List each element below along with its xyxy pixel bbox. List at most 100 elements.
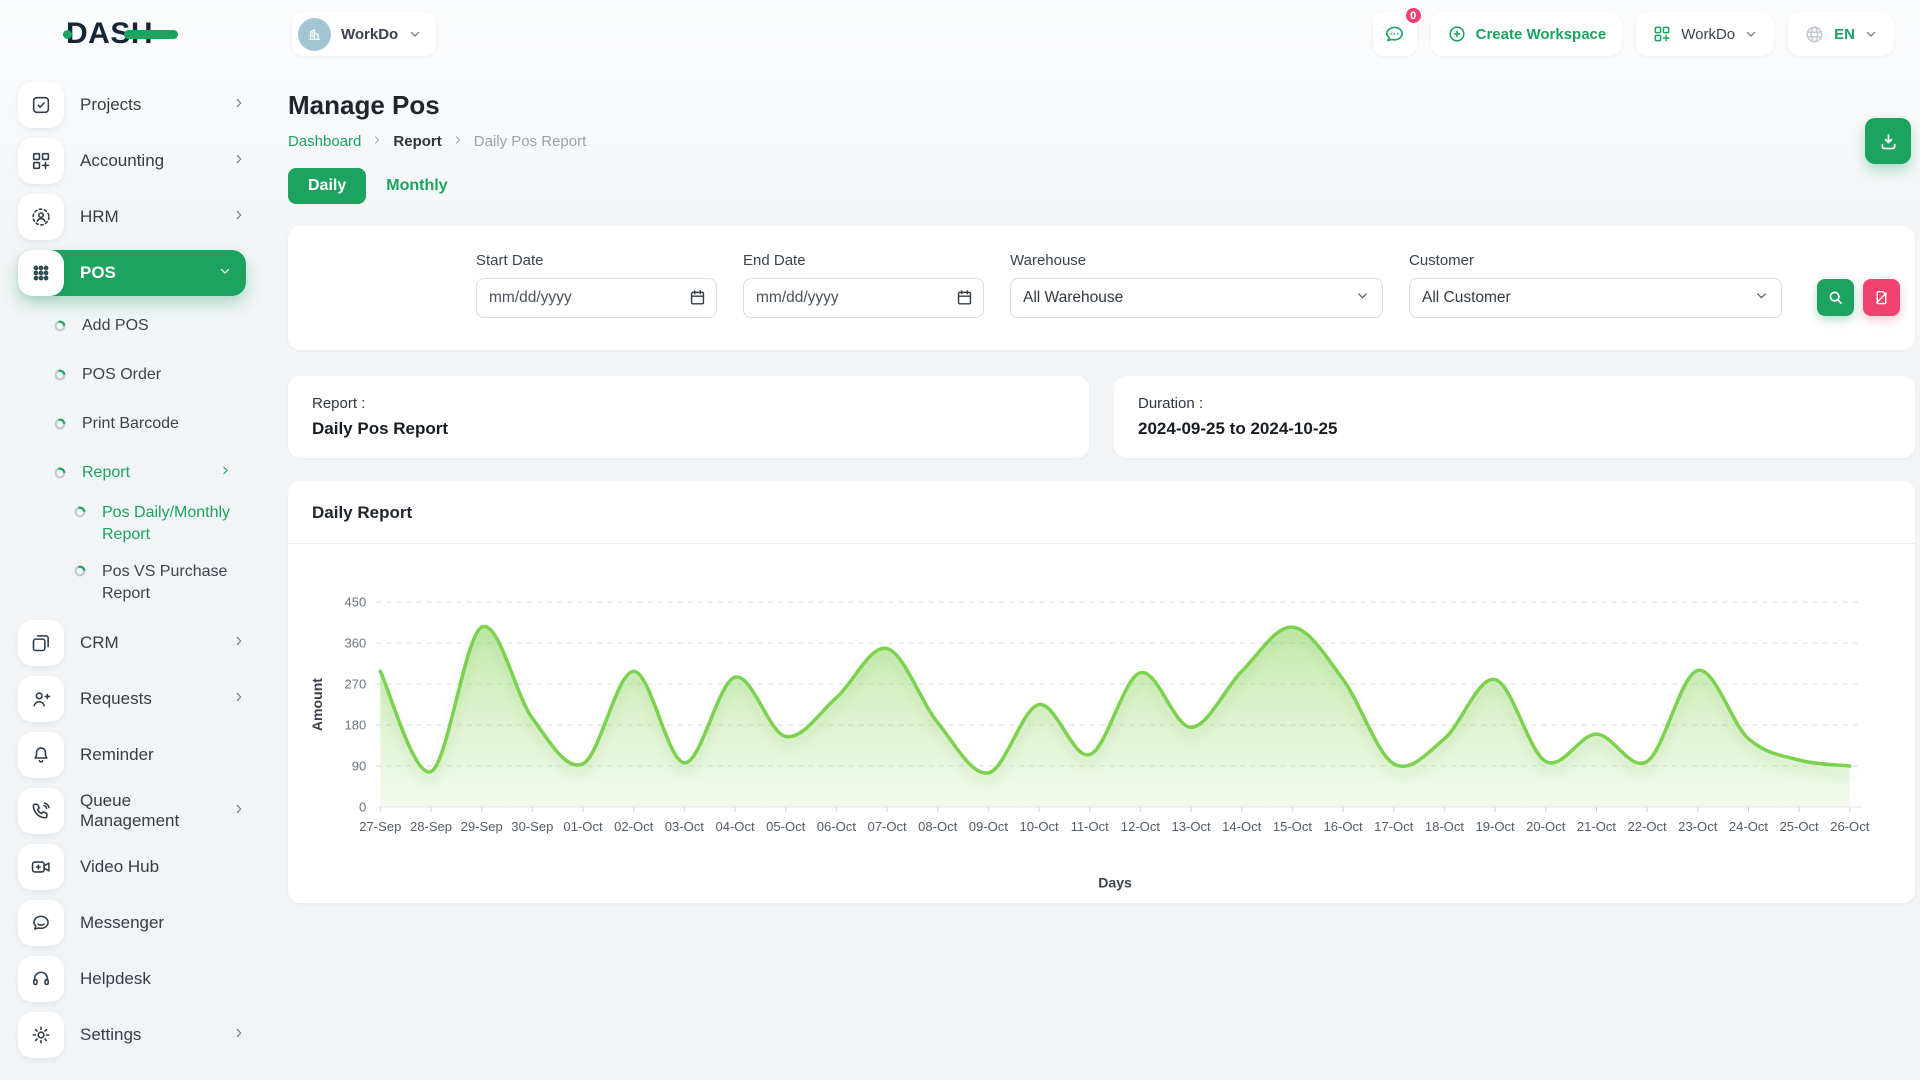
chart-title: Daily Report [288,481,1915,544]
svg-text:11-Oct: 11-Oct [1071,819,1110,834]
svg-text:27-Sep: 27-Sep [359,819,401,834]
page-header: Manage Pos Dashboard Report Daily Pos Re… [288,90,1915,150]
svg-text:360: 360 [345,636,367,651]
breadcrumb-report-link[interactable]: Report [393,133,441,150]
download-report-button[interactable] [1865,118,1911,164]
grid-plus-icon [18,138,64,184]
brand-logo[interactable]: DASH [66,17,236,51]
svg-text:17-Oct: 17-Oct [1374,819,1414,834]
end-date-input[interactable] [743,278,984,318]
plus-circle-icon [1447,24,1467,44]
report-summary-card: Report : Daily Pos Report [288,376,1089,458]
svg-text:450: 450 [345,595,367,610]
sidebar-item-pos-daily-monthly-report[interactable]: Pos Daily/Monthly Report [18,502,246,545]
sidebar-item-label: Projects [80,95,232,115]
sidebar-item-label: POS Order [82,366,161,384]
duration-value: 2024-09-25 to 2024-10-25 [1138,419,1891,439]
breadcrumb-dashboard-link[interactable]: Dashboard [288,133,361,150]
workspace-menu-label: WorkDo [1681,26,1735,43]
sidebar-item-queue-management[interactable]: Queue Management [18,788,246,834]
sidebar-item-label: Add POS [82,317,149,335]
reset-filter-button[interactable] [1863,279,1900,316]
sidebar-item-video-hub[interactable]: Video Hub [18,844,246,890]
sidebar-item-pos-vs-purchase-report[interactable]: Pos VS Purchase Report [18,561,246,604]
sidebar-item-report[interactable]: Report [18,453,246,493]
warehouse-select[interactable]: All Warehouse [1010,278,1383,318]
donut-icon [54,320,66,332]
svg-text:18-Oct: 18-Oct [1425,819,1465,834]
sidebar-item-reminder[interactable]: Reminder [18,732,246,778]
svg-text:06-Oct: 06-Oct [817,819,857,834]
sidebar-item-messenger[interactable]: Messenger [18,900,246,946]
main-content: Manage Pos Dashboard Report Daily Pos Re… [256,60,1920,1080]
sidebar-item-label: Report [82,464,130,482]
topbar: DASH WorkDo 0 Create Workspace WorkDo [0,0,1920,60]
dots-grid-icon [18,250,64,296]
create-workspace-button[interactable]: Create Workspace [1431,12,1623,56]
duration-label: Duration : [1138,395,1891,412]
breadcrumb: Dashboard Report Daily Pos Report [288,133,1915,150]
customer-label: Customer [1409,252,1782,269]
gear-icon [18,1012,64,1058]
sidebar-item-label: HRM [80,207,232,227]
end-date-group: End Date [743,252,984,318]
sidebar-item-accounting[interactable]: Accounting [18,138,246,184]
start-date-input[interactable] [476,278,717,318]
daily-report-card: Daily Report 09018027036045027-Sep28-Sep… [288,481,1915,903]
workspace-menu-button[interactable]: WorkDo [1636,12,1774,56]
sidebar-item-crm[interactable]: CRM [18,620,246,666]
sidebar-item-hrm[interactable]: HRM [18,194,246,240]
language-label: EN [1834,26,1855,43]
sidebar-item-print-barcode[interactable]: Print Barcode [18,404,246,444]
svg-text:Amount: Amount [309,678,325,731]
donut-icon [54,418,66,430]
sidebar-item-label: Queue Management [80,791,232,831]
page-title: Manage Pos [288,90,1915,121]
svg-text:23-Oct: 23-Oct [1678,819,1718,834]
svg-text:90: 90 [352,759,367,774]
video-camera-icon [18,844,64,890]
svg-text:29-Sep: 29-Sep [461,819,503,834]
messages-count-badge: 0 [1404,6,1423,25]
svg-text:07-Oct: 07-Oct [867,819,907,834]
svg-text:180: 180 [345,718,367,733]
sidebar-item-label: Accounting [80,151,232,171]
language-button[interactable]: EN [1788,12,1894,56]
svg-text:28-Sep: 28-Sep [410,819,452,834]
sidebar-item-label: Messenger [80,913,246,933]
sidebar-item-projects[interactable]: Projects [18,82,246,128]
sidebar-item-add-pos[interactable]: Add POS [18,306,246,346]
customer-select[interactable]: All Customer [1409,278,1782,318]
donut-icon [74,506,86,518]
svg-text:19-Oct: 19-Oct [1476,819,1516,834]
customer-selected-value: All Customer [1422,289,1511,307]
sidebar-item-requests[interactable]: Requests [18,676,246,722]
user-plus-icon [18,676,64,722]
apply-filter-button[interactable] [1817,279,1854,316]
tab-monthly[interactable]: Monthly [386,177,447,195]
daily-report-chart[interactable]: 09018027036045027-Sep28-Sep29-Sep30-Sep0… [308,574,1895,895]
sidebar-item-pos[interactable]: POS [18,250,246,296]
svg-text:21-Oct: 21-Oct [1577,819,1617,834]
customer-group: Customer All Customer [1409,252,1782,318]
svg-text:09-Oct: 09-Oct [969,819,1009,834]
chevron-right-icon [232,96,246,115]
checkbox-icon [18,82,64,128]
logo-bar-icon [124,30,178,39]
donut-icon [54,467,66,479]
chevron-down-icon [1355,288,1370,308]
sidebar-item-pos-order[interactable]: POS Order [18,355,246,395]
sidebar-item-helpdesk[interactable]: Helpdesk [18,956,246,1002]
messages-button[interactable]: 0 [1373,12,1417,56]
donut-icon [74,565,86,577]
search-icon [1827,289,1844,306]
sidebar-item-label: Requests [80,689,232,709]
chevron-right-icon [232,208,246,227]
sidebar-item-label: Print Barcode [82,415,179,433]
tab-daily[interactable]: Daily [288,168,366,204]
sidebar-item-settings[interactable]: Settings [18,1012,246,1058]
workspace-avatar [298,18,331,51]
svg-text:14-Oct: 14-Oct [1222,819,1262,834]
workspace-switcher[interactable]: WorkDo [292,12,436,56]
chevron-down-icon [1744,27,1758,41]
